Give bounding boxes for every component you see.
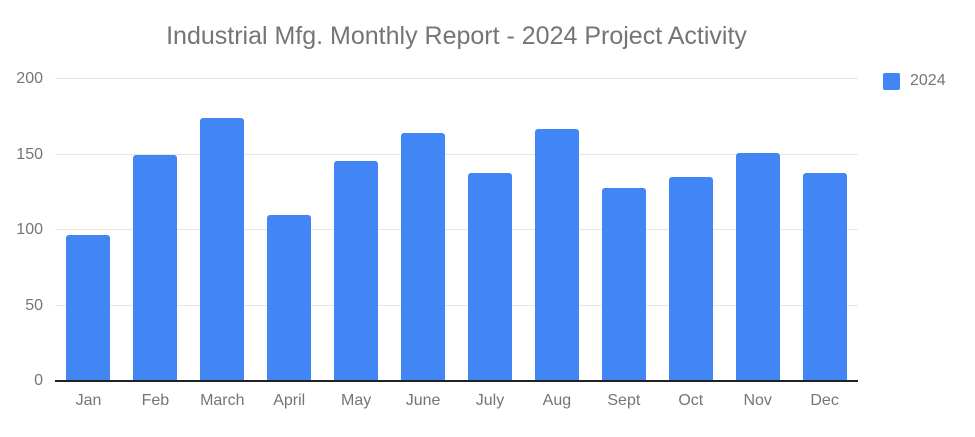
bar-cell-march xyxy=(189,79,256,381)
y-tick-label-100: 100 xyxy=(16,221,43,238)
x-tick-label-nov: Nov xyxy=(743,392,772,409)
bar-feb[interactable] xyxy=(133,154,178,381)
bar-cell-nov xyxy=(724,79,791,381)
bar-march[interactable] xyxy=(200,118,245,381)
bar-may[interactable] xyxy=(334,160,379,381)
y-axis-labels: 0 50 100 150 200 xyxy=(1,70,43,389)
bar-cell-may xyxy=(323,79,390,381)
x-tick-label-aug: Aug xyxy=(542,392,572,409)
bar-sept[interactable] xyxy=(601,187,646,381)
gridline-100 xyxy=(55,229,858,230)
bar-oct[interactable] xyxy=(668,177,713,381)
x-tick-label-april: April xyxy=(273,392,306,409)
bar-dec[interactable] xyxy=(802,172,847,381)
bar-cell-june xyxy=(390,79,457,381)
bar-cell-sept xyxy=(590,79,657,381)
bar-june[interactable] xyxy=(401,133,446,381)
bar-cell-jan xyxy=(55,79,122,381)
bars-container xyxy=(55,79,858,381)
y-tick-label-150: 150 xyxy=(16,145,43,163)
gridline-200 xyxy=(55,78,858,79)
bar-april[interactable] xyxy=(267,214,312,381)
y-tick-label-50: 50 xyxy=(25,296,43,314)
bar-aug[interactable] xyxy=(534,128,579,381)
bar-cell-april xyxy=(256,79,323,381)
bar-cell-aug xyxy=(523,79,590,381)
legend-item-2024[interactable]: 2024 xyxy=(883,72,946,90)
bar-jan[interactable] xyxy=(66,234,111,381)
legend-label: 2024 xyxy=(910,72,946,89)
x-tick-label-july: July xyxy=(475,392,505,409)
x-tick-label-oct: Oct xyxy=(678,392,704,409)
x-tick-label-may: May xyxy=(341,392,372,409)
x-tick-label-sept: Sept xyxy=(607,392,641,409)
x-tick-label-jan: Jan xyxy=(75,392,102,409)
x-axis-labels: Jan Feb March April May June July Aug Sept Oct Nov… xyxy=(55,381,858,410)
y-tick-label-200: 200 xyxy=(16,70,43,87)
legend-swatch-icon xyxy=(883,72,900,90)
y-tick-label-0: 0 xyxy=(34,372,43,389)
x-tick-label-march: March xyxy=(200,392,245,409)
gridline-150 xyxy=(55,153,858,155)
x-tick-label-june: June xyxy=(405,392,441,409)
bar-cell-feb xyxy=(122,79,189,381)
gridline-50 xyxy=(55,304,858,306)
bar-cell-dec xyxy=(791,79,858,381)
plot-area: 0 50 100 150 200 Jan Feb March April May June July… xyxy=(16,70,858,409)
bar-cell-july xyxy=(457,79,524,381)
x-tick-label-feb: Feb xyxy=(141,392,170,409)
x-tick-label-dec: Dec xyxy=(810,392,839,409)
bar-cell-oct xyxy=(657,79,724,381)
bar-nov[interactable] xyxy=(735,153,780,381)
x-axis-line xyxy=(55,380,858,382)
bar-july[interactable] xyxy=(467,172,512,381)
chart-title: Industrial Mfg. Monthly Report - 2024 Pr… xyxy=(166,22,747,50)
